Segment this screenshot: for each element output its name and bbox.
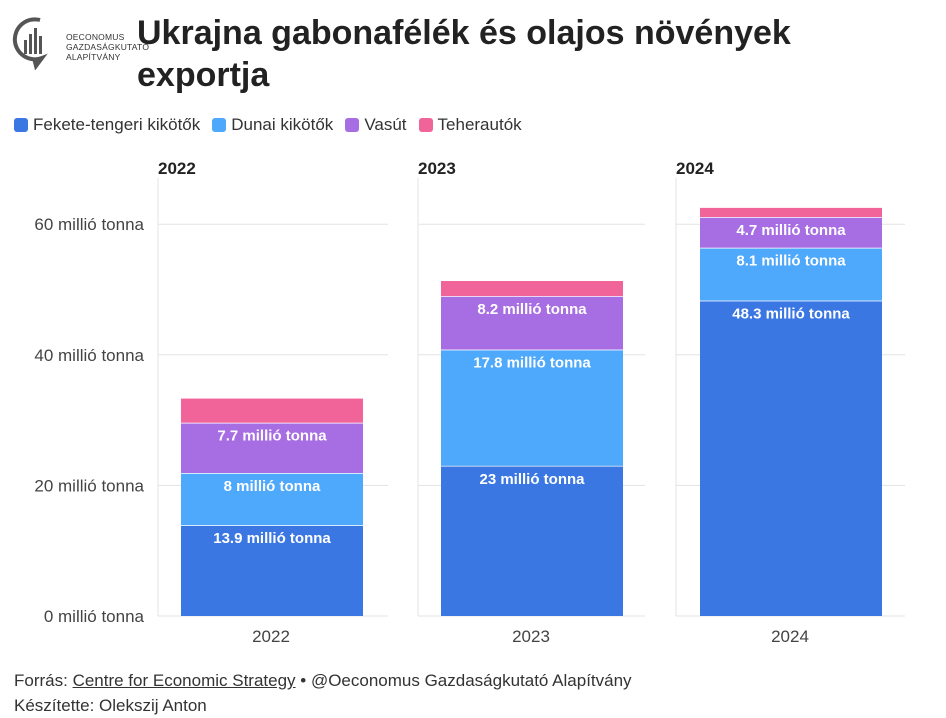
bar-segment [181,398,363,423]
legend-swatch [418,118,433,132]
legend-item-danube: Dunai kikötők [212,115,333,135]
legend-label: Vasút [364,115,407,134]
data-label: 8.2 millió tonna [477,301,587,318]
stacked-bar-chart: 0 millió tonna 20 millió tonna 40 millió t… [34,159,905,646]
data-label: 4.7 millió tonna [736,222,846,239]
legend-label: Fekete-tengeri kikötők [33,115,201,134]
legend-item-rail: Vasút [345,115,407,135]
legend-item-black-sea: Fekete-tengeri kikötők [14,115,200,135]
bar-segment [700,207,882,218]
oeconomus-logo: OECONOMUS GAZDASÁGKUTATÓ ALAPÍTVÁNY [12,14,149,71]
y-tick-label: 60 millió tonna [34,215,144,234]
logo-text-line: OECONOMUS [66,32,125,42]
x-tick-label: 2024 [771,627,809,646]
author-line: Készítette: Olekszij Anton [14,696,207,715]
chart-title: Ukrajna gabonafélék és olajos növények e… [137,14,791,94]
bar-segment [181,472,363,526]
source-line: Forrás: Centre for Economic Strategy • @… [14,668,632,693]
data-label: 48.3 millió tonna [732,306,850,323]
x-tick-label: 2022 [252,627,290,646]
logo-text-line: ALAPÍTVÁNY [66,52,121,62]
legend-item-trucks: Teherautók [418,115,522,135]
source-prefix: Forrás: [14,671,73,690]
data-label: 8 millió tonna [224,478,321,495]
bar-segment [441,349,623,466]
y-tick-label: 0 millió tonna [44,607,145,626]
bar-segment [181,422,363,473]
y-tick-label: 40 millió tonna [34,346,144,365]
data-label: 8.1 millió tonna [736,253,846,270]
panel-heading: 2023 [418,159,456,178]
data-label: 23 millió tonna [479,471,585,488]
data-label: 7.7 millió tonna [217,428,327,445]
bar-segment [441,296,623,350]
bar-segment [441,281,623,297]
panel-heading: 2022 [158,159,196,178]
logo-text-line: GAZDASÁGKUTATÓ [66,42,150,52]
legend-swatch [212,118,227,132]
legend-swatch [14,118,28,132]
bar-segment [181,525,363,616]
source-suffix: • @Oeconomus Gazdaságkutató Alapítvány [295,671,632,690]
logo-icon [12,17,48,71]
y-tick-label: 20 millió tonna [34,476,144,495]
chart-legend: Fekete-tengeri kikötők Dunai kikötők Vas… [14,115,522,135]
data-label: 13.9 millió tonna [213,530,331,547]
bar-segment [441,465,623,616]
source-link[interactable]: Centre for Economic Strategy [72,671,296,690]
bar-segment [700,247,882,301]
x-tick-label: 2023 [512,627,550,646]
logo-text: OECONOMUS GAZDASÁGKUTATÓ ALAPÍTVÁNY [66,32,149,62]
data-label: 17.8 millió tonna [473,355,591,372]
chart-footer: Forrás: Centre for Economic Strategy • @… [14,668,632,718]
legend-label: Dunai kikötők [231,115,334,134]
bar-segment [700,217,882,248]
bar-segment [700,300,882,616]
legend-label: Teherautók [437,115,522,134]
legend-swatch [345,118,360,132]
panel-heading: 2024 [676,159,714,178]
